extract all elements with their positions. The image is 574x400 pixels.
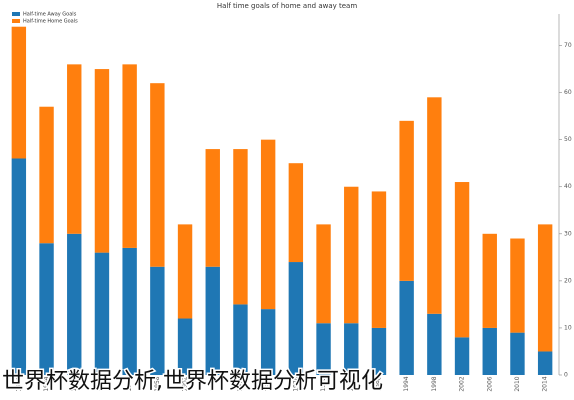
bar-segment	[205, 266, 220, 375]
y-tick-label: 0	[564, 372, 568, 379]
x-tick-label: 1982	[320, 376, 327, 391]
x-tick-label: 2010	[514, 376, 521, 391]
y-tick-label: 50	[564, 136, 572, 143]
bar-segment	[233, 304, 248, 375]
bar-segment	[454, 337, 470, 375]
y-tick-label: 40	[564, 183, 572, 190]
bar-segment	[260, 309, 276, 375]
y-tick-label: 30	[564, 230, 572, 237]
x-tick-label: 1998	[431, 376, 438, 391]
x-tick-label: 1934	[43, 376, 50, 391]
bar-segment	[399, 120, 414, 281]
y-tick-label: 60	[564, 89, 572, 96]
chart-title: Half time goals of home and away team	[217, 2, 358, 10]
bar-segment	[344, 323, 359, 375]
bar-segment	[94, 69, 110, 253]
bar-segment	[510, 238, 525, 333]
x-tick-label: 1990	[375, 376, 382, 391]
x-tick-label: 1966	[209, 376, 216, 391]
x-tick-label: 1978	[292, 376, 299, 391]
x-tick-label: 1950	[98, 376, 105, 391]
bar-segment	[316, 224, 331, 324]
bar-segment	[427, 97, 442, 314]
x-tick-label: 1986	[348, 376, 355, 391]
legend-swatch	[12, 12, 20, 16]
bar-segment	[39, 106, 54, 244]
x-tick-label: 1954	[126, 376, 133, 391]
x-tick-label: 2002	[459, 376, 466, 391]
bar-segment	[316, 323, 331, 375]
bar-segment	[122, 247, 137, 375]
x-tick-label: 1970	[237, 376, 244, 391]
y-tick-label: 10	[564, 324, 572, 331]
bar-segment	[427, 313, 442, 375]
x-tick-label: 1930	[15, 376, 22, 391]
bar-segment	[39, 243, 54, 375]
x-tick-label: 1974	[265, 376, 272, 391]
bar-segment	[94, 252, 110, 375]
x-tick-label: 1958	[154, 376, 161, 391]
bar-segment	[11, 158, 27, 375]
legend-label: Half-time Away Goals	[23, 12, 77, 18]
bar-segment	[177, 318, 193, 375]
bar-segment	[11, 26, 27, 159]
bar-segment	[399, 280, 414, 375]
bar-segment	[482, 327, 497, 375]
x-tick-label: 1938	[71, 376, 78, 391]
y-tick-label: 70	[564, 42, 572, 49]
x-tick-label: 1962	[182, 376, 189, 391]
bar-segment	[344, 186, 359, 324]
bar-segment	[454, 182, 470, 338]
x-tick-label: 2006	[486, 376, 493, 391]
x-tick-label: 2014	[542, 376, 549, 391]
legend-label: Half-time Home Goals	[23, 19, 78, 25]
bar-segment	[150, 83, 165, 267]
legend-swatch	[12, 19, 20, 23]
bar-segment	[288, 163, 304, 263]
bar-segment	[288, 262, 304, 375]
bar-segment	[67, 233, 82, 375]
x-tick-label: 1994	[403, 376, 410, 391]
bar-segment	[371, 327, 387, 375]
bar-segment	[233, 149, 248, 305]
bar-segment	[150, 266, 165, 375]
bar-segment	[537, 224, 553, 352]
bar-segment	[537, 351, 553, 375]
bar-segment	[205, 149, 220, 267]
caption: 世界杯数据分析,世界杯数据分析可视化	[2, 369, 383, 394]
bar-segment	[122, 64, 137, 248]
bar-segment	[67, 64, 82, 234]
bar-segment	[510, 332, 525, 375]
bar-segment	[177, 224, 193, 319]
bar-segment	[371, 191, 387, 328]
bar-segment	[482, 233, 497, 328]
bar-segment	[260, 139, 276, 310]
y-tick-label: 20	[564, 277, 572, 284]
